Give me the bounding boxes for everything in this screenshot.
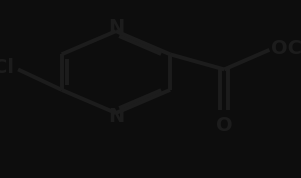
Text: N: N (108, 18, 124, 37)
Text: Cl: Cl (0, 58, 14, 77)
Text: N: N (108, 107, 124, 126)
Text: OCH: OCH (271, 39, 301, 57)
Text: O: O (216, 116, 233, 135)
